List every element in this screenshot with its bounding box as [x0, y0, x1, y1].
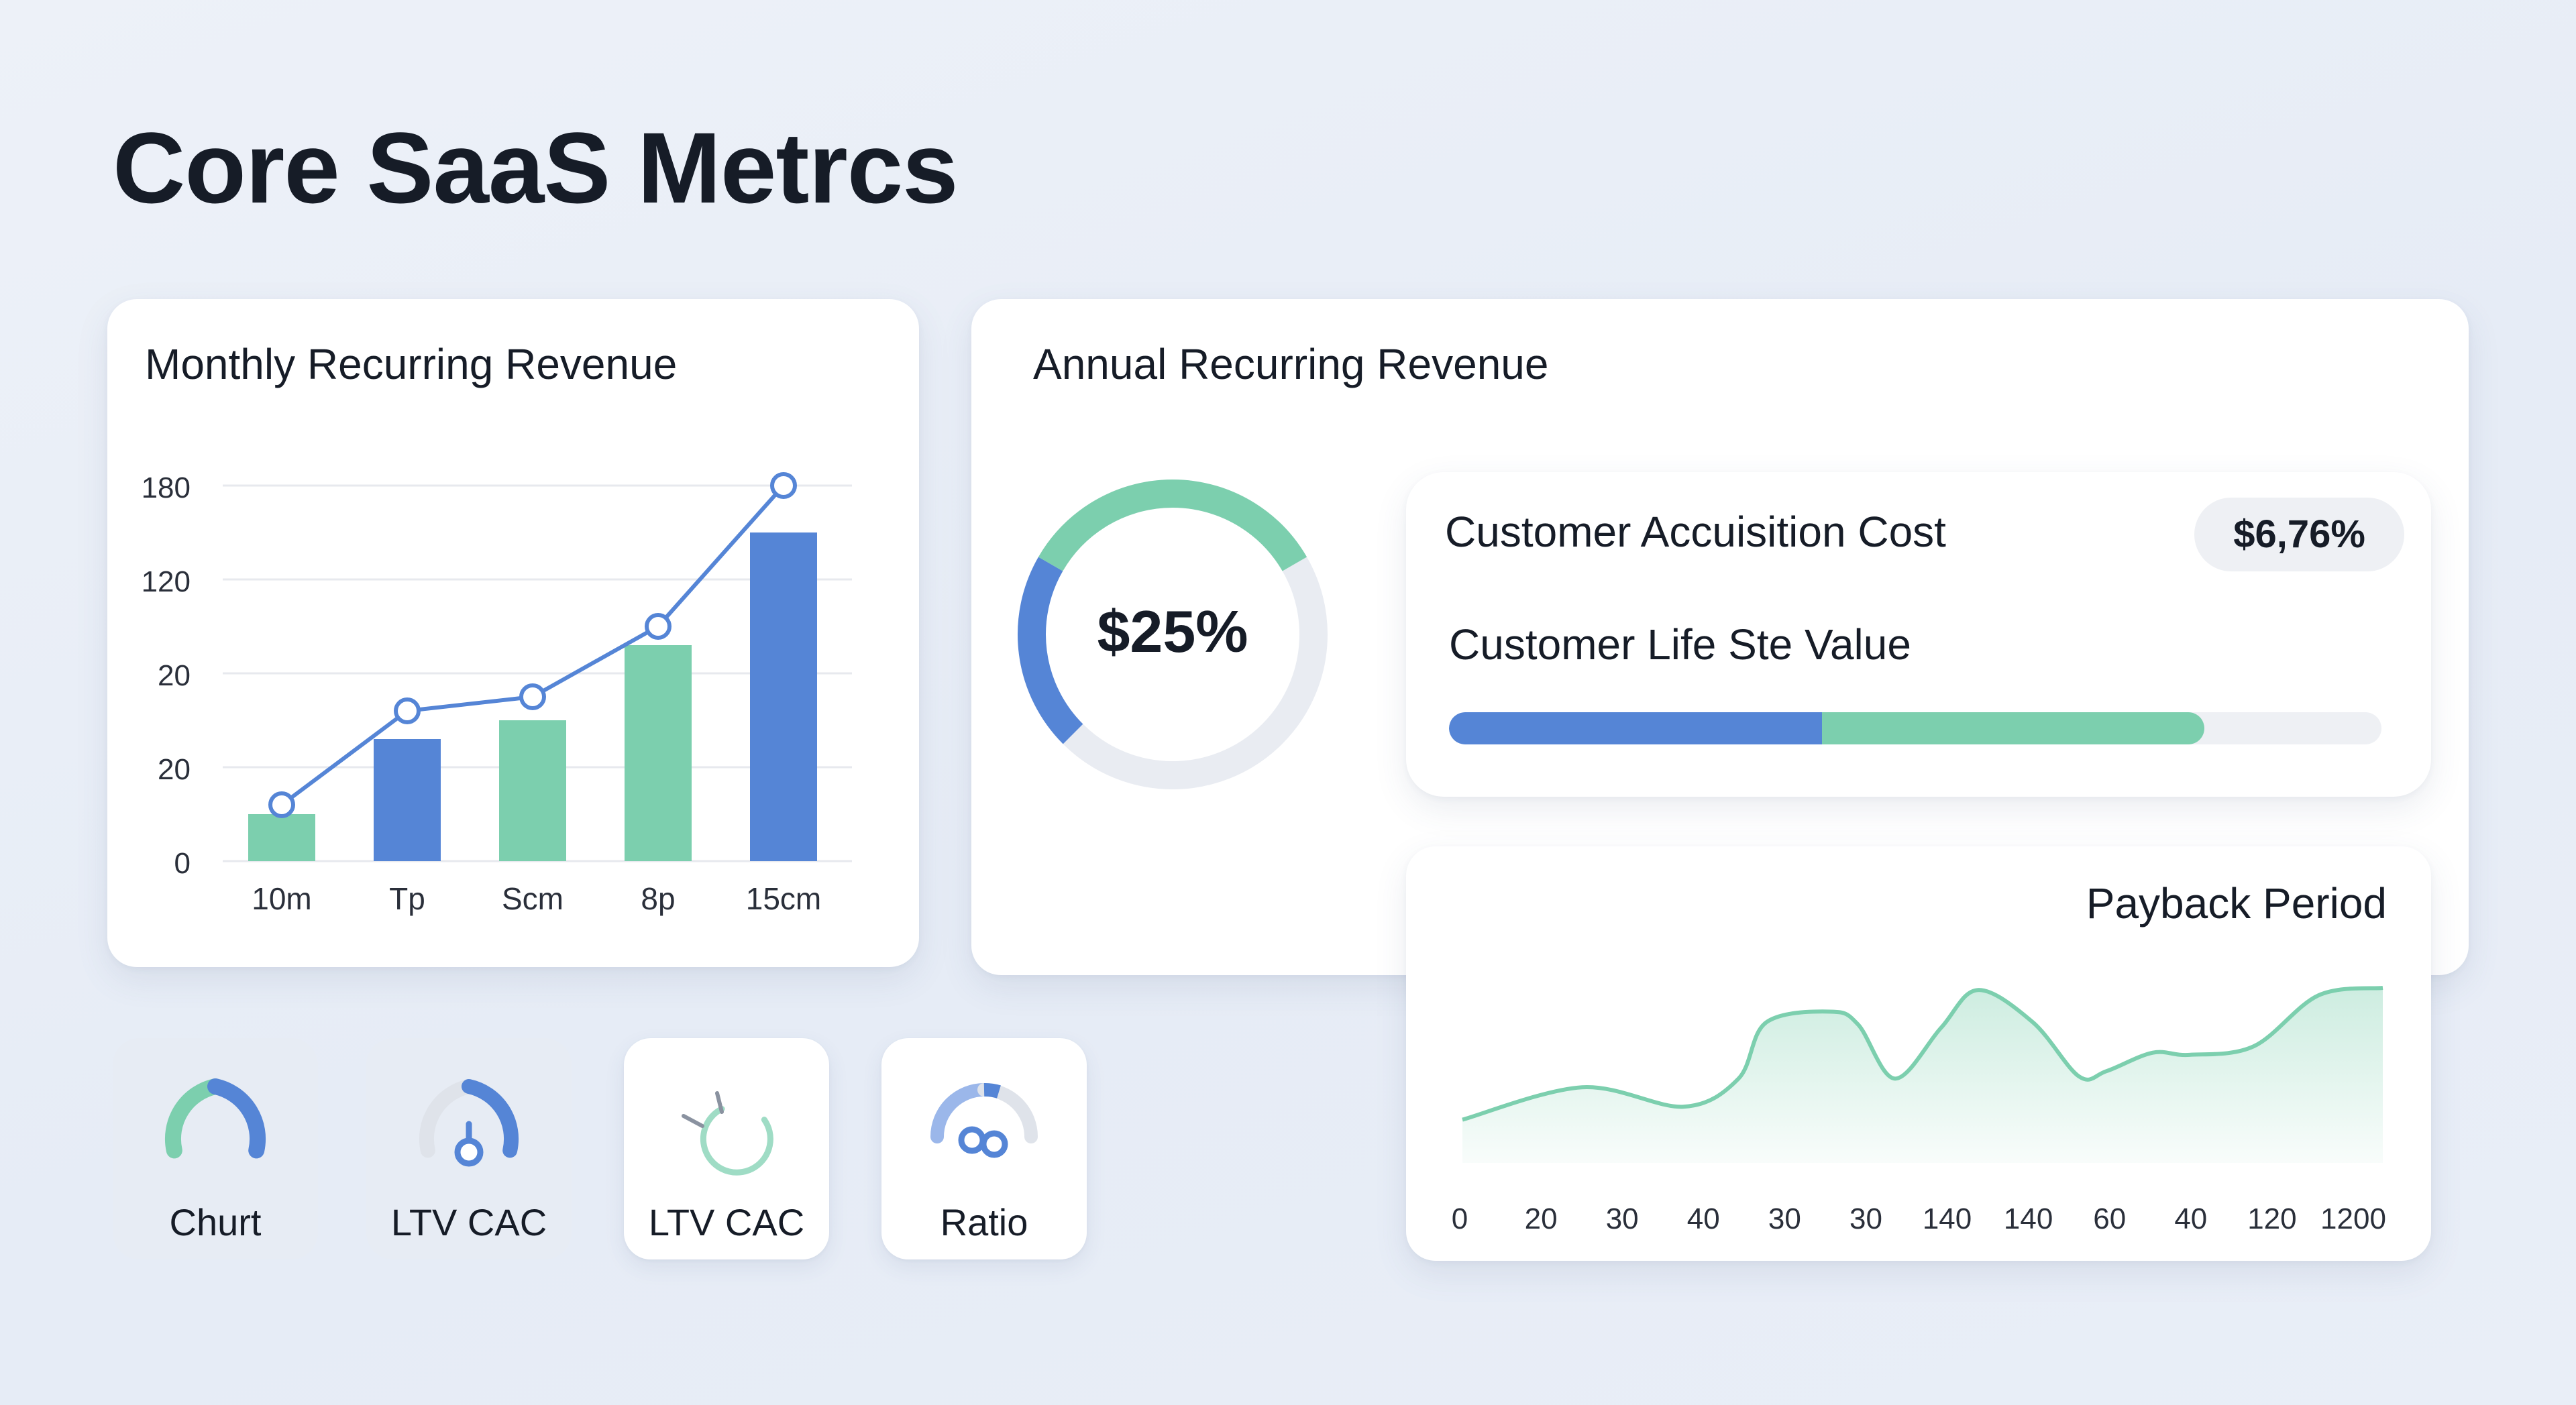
ltv-progress-blue	[1449, 712, 1822, 744]
metric-tile-ratio[interactable]: Ratio	[881, 1038, 1087, 1259]
mrr-trend-point	[770, 472, 797, 499]
payback-x-tick-label: 30	[1606, 1202, 1639, 1235]
mrr-y-tick-label: 20	[158, 753, 191, 786]
mrr-bar	[499, 720, 566, 861]
arr-donut-chart: $25%	[1018, 480, 1328, 789]
payback-x-tick-label: 120	[2247, 1202, 2296, 1235]
payback-x-tick-label: 30	[1849, 1202, 1882, 1235]
payback-x-tick-label: 1200	[2320, 1202, 2386, 1235]
mrr-trend-point	[519, 683, 546, 710]
tile-label: Ratio	[940, 1201, 1028, 1243]
payback-chart: 0 20 30 40 30 30 140 140 60 40 120 1200	[1452, 986, 2386, 1235]
metric-tile-ltv-cac-2[interactable]: LTV CAC	[624, 1038, 829, 1259]
payback-x-tick-label: 140	[1923, 1202, 1972, 1235]
ratio-link-icon	[930, 1083, 1038, 1158]
mrr-x-tick-label: 10m	[252, 881, 311, 916]
mrr-trend-point	[268, 791, 295, 818]
mrr-trend-point	[645, 613, 672, 640]
mrr-card: Monthly Recurring Revenue 0 20 20 120 180 10m…	[107, 299, 919, 967]
mrr-bar	[750, 532, 817, 861]
ltv-progress-green	[1822, 712, 2204, 744]
metric-tile-ltv-cac[interactable]: LTV CAC	[366, 1038, 572, 1259]
arr-donut-arc-blue	[1018, 557, 1083, 744]
payback-line	[1462, 986, 2383, 1122]
ring-needle-icon	[682, 1091, 773, 1176]
payback-title: Payback Period	[2086, 879, 2387, 928]
mrr-y-tick-label: 180	[142, 471, 191, 504]
mrr-bar	[374, 739, 441, 861]
mrr-x-tick-label: Scm	[502, 881, 564, 916]
ltv-progress-bar	[1449, 712, 2381, 744]
mrr-chart: 0 20 20 120 180 10m Tp Scm 8p 15cm	[142, 471, 852, 916]
arr-donut-label: $25%	[1097, 598, 1248, 665]
tile-label: LTV CAC	[648, 1201, 805, 1243]
mrr-y-tick-label: 120	[142, 565, 191, 598]
tile-label: Churt	[169, 1201, 262, 1243]
arr-donut-arc-green	[1038, 480, 1307, 571]
gauge-dial-icon	[419, 1079, 519, 1167]
payback-x-tick-label: 40	[2174, 1202, 2207, 1235]
payback-x-tick-label: 40	[1687, 1202, 1720, 1235]
tile-label: LTV CAC	[390, 1201, 547, 1243]
mrr-title: Monthly Recurring Revenue	[145, 340, 678, 388]
mrr-x-tick-label: Tp	[389, 881, 425, 916]
payback-card: Payback Period 0 20 30 40 30 30 140 140 60 40 120 1…	[1406, 846, 2431, 1261]
mrr-x-tick-label: 8p	[641, 881, 675, 916]
mrr-bar	[248, 814, 315, 861]
payback-area	[1462, 988, 2383, 1163]
cac-card: Customer Accuisition Cost $6,76% Custome…	[1406, 472, 2431, 797]
cac-badge: $6,76%	[2194, 498, 2404, 571]
payback-x-tick-label: 60	[2093, 1202, 2126, 1235]
mrr-y-tick-label: 0	[174, 847, 191, 880]
payback-x-tick-label: 140	[2004, 1202, 2053, 1235]
mrr-trend-point	[394, 697, 421, 724]
mrr-x-tick-label: 15cm	[746, 881, 821, 916]
mrr-y-tick-label: 20	[158, 659, 191, 692]
cac-title: Customer Accuisition Cost	[1445, 508, 1946, 556]
gauge-icon	[164, 1078, 266, 1159]
metric-tile-churt[interactable]: Churt	[113, 1038, 318, 1259]
page-title: Core SaaS Metrcs	[113, 111, 959, 224]
ltv-title: Customer Life Ste Value	[1449, 620, 1911, 669]
payback-x-tick-label: 0	[1452, 1202, 1468, 1235]
arr-title: Annual Recurring Revenue	[1033, 340, 1549, 388]
payback-x-tick-label: 30	[1768, 1202, 1801, 1235]
mrr-bar	[625, 645, 692, 861]
payback-x-tick-label: 20	[1525, 1202, 1558, 1235]
